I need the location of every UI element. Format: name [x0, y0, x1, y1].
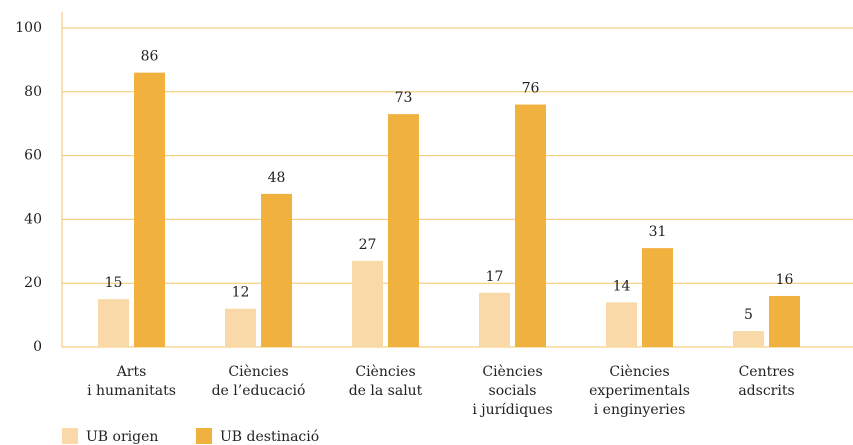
x-tick-line: Ciències — [609, 364, 669, 380]
x-tick-label: Arts i humanitats — [87, 364, 176, 399]
bar — [515, 104, 546, 347]
legend-label: UB origen — [86, 429, 158, 445]
data-label: 15 — [105, 275, 123, 291]
bar — [606, 302, 637, 347]
x-tick-line: Ciències — [482, 364, 542, 380]
data-label: 76 — [522, 81, 540, 97]
y-tick-label: 20 — [24, 275, 42, 291]
legend-label: UB destinació — [220, 429, 319, 445]
bar — [388, 114, 419, 347]
data-label: 27 — [359, 237, 377, 253]
data-label: 5 — [744, 307, 753, 323]
bar — [225, 308, 256, 347]
x-tick-label: Ciències socials i jurídiques — [472, 364, 552, 418]
x-tick-label: Ciències experimentals i enginyeries — [589, 364, 690, 418]
data-label: 14 — [613, 278, 631, 294]
x-tick-label: Ciències de l’educació — [212, 364, 306, 399]
y-tick-label: 40 — [24, 211, 42, 227]
data-label: 48 — [268, 170, 286, 186]
x-tick-label: Centres adscrits — [738, 364, 794, 399]
bar — [261, 193, 292, 347]
x-tick-line: de l’educació — [212, 383, 306, 399]
y-tick-label: 80 — [24, 84, 42, 100]
x-tick-line: experimentals — [589, 383, 690, 399]
y-tick-label: 100 — [15, 20, 42, 36]
legend-swatch — [196, 428, 212, 444]
x-tick-line: Centres — [739, 364, 795, 380]
bar — [733, 331, 764, 347]
bar — [769, 295, 800, 347]
data-label: 12 — [232, 285, 250, 301]
data-label: 17 — [486, 269, 504, 285]
x-tick-line: Ciències — [228, 364, 288, 380]
x-tick-line: Arts — [116, 364, 147, 380]
data-label: 86 — [141, 49, 159, 65]
bar — [134, 72, 165, 347]
x-tick-line: socials — [489, 383, 537, 399]
legend-swatch — [62, 428, 78, 444]
bar — [352, 260, 383, 347]
bar — [98, 299, 129, 347]
bar — [479, 292, 510, 347]
x-tick-line: i enginyeries — [594, 402, 686, 418]
x-tick-line: i humanitats — [87, 383, 176, 399]
x-tick-label: Ciències de la salut — [349, 364, 423, 399]
x-tick-line: adscrits — [738, 383, 794, 399]
y-tick-label: 60 — [24, 148, 42, 164]
data-label: 16 — [776, 272, 794, 288]
bar — [642, 248, 673, 347]
y-tick-label: 0 — [33, 339, 42, 355]
x-tick-line: de la salut — [349, 383, 423, 399]
data-label: 73 — [395, 90, 413, 106]
x-tick-line: i jurídiques — [472, 402, 552, 418]
x-tick-line: Ciències — [355, 364, 415, 380]
data-label: 31 — [649, 224, 667, 240]
